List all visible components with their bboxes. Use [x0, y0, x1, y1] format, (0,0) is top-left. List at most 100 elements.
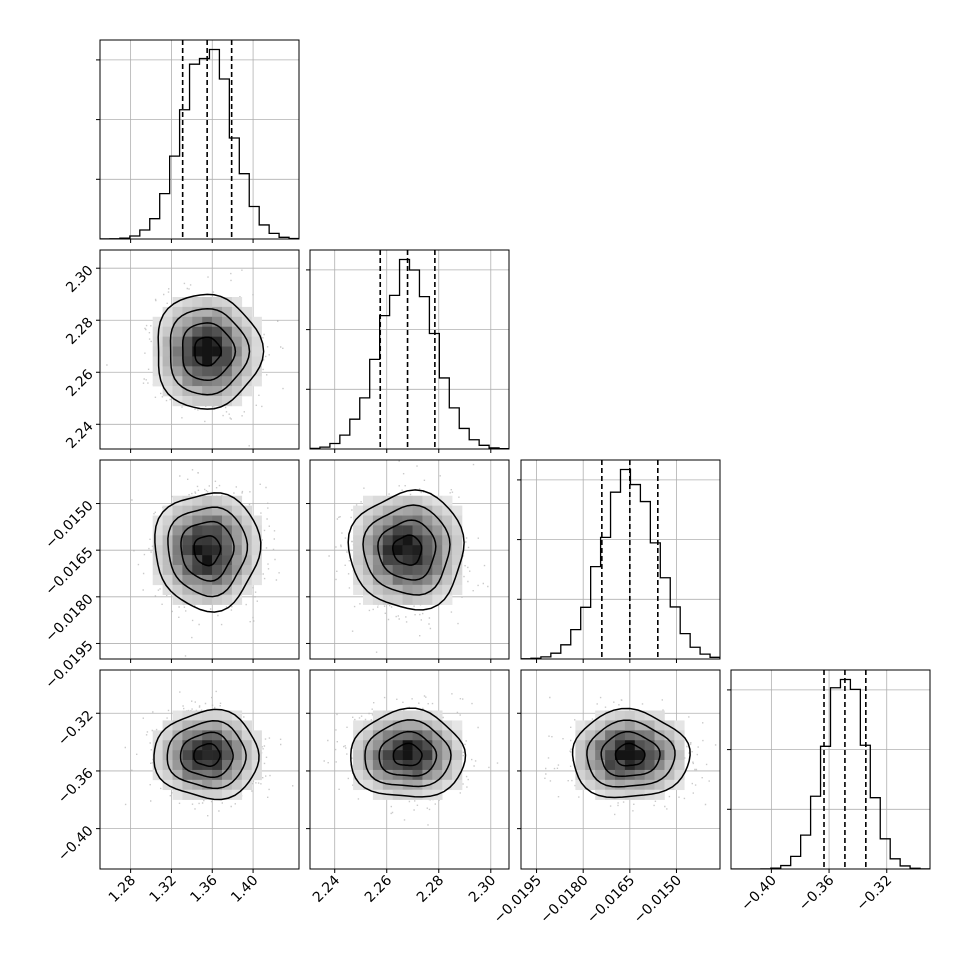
density-cell	[222, 515, 233, 526]
density-cell	[422, 584, 433, 596]
density-cell	[231, 789, 243, 800]
density-cell	[152, 346, 163, 357]
contour-line-2	[166, 720, 247, 790]
density-cell	[442, 779, 453, 791]
density-cell	[452, 740, 463, 751]
panel-3-0: −0.40 −0.36 −0.32 1.28 1.32 1.36 1.40	[55, 669, 300, 906]
density-cell	[222, 730, 233, 741]
density-cell	[231, 297, 243, 308]
contour-line-1	[377, 519, 437, 581]
density-cell	[382, 760, 393, 771]
density-cell	[362, 760, 374, 771]
density-cell	[202, 346, 213, 357]
density-cell	[402, 710, 413, 721]
density-cell	[382, 584, 393, 596]
density-cell	[452, 574, 463, 586]
density-cell	[231, 366, 243, 377]
density-cell	[442, 730, 453, 741]
density-cell	[362, 740, 374, 751]
density-cell	[372, 525, 384, 536]
panel-inner	[521, 460, 720, 659]
panel-2-2	[517, 459, 721, 663]
density-cell	[192, 574, 203, 586]
density-cell	[382, 779, 393, 791]
density-cell	[372, 779, 384, 791]
density-cell	[654, 730, 665, 741]
density-cell	[241, 555, 253, 566]
panel-3-3: −0.40 −0.36 −0.32	[727, 669, 931, 914]
density-cell	[202, 306, 213, 318]
density-cell	[422, 730, 433, 741]
density-cell	[182, 535, 193, 546]
density-cell	[182, 594, 193, 605]
density-cell	[362, 779, 374, 791]
density-cell	[634, 760, 645, 771]
density-cell	[382, 515, 393, 526]
density-cell	[192, 720, 203, 731]
density-cell	[432, 515, 443, 526]
density-cell	[432, 555, 443, 566]
density-cell	[452, 525, 463, 536]
density-cell	[202, 565, 213, 576]
density-cell	[392, 545, 403, 556]
density-cell	[624, 720, 636, 731]
density-cell	[222, 316, 233, 328]
histogram-step-3	[731, 678, 930, 869]
density-cell	[192, 386, 203, 397]
density-cell	[432, 525, 443, 536]
density-cell	[442, 760, 453, 771]
density-cell	[595, 710, 606, 721]
density-cell	[202, 769, 213, 781]
density-cell	[422, 750, 433, 761]
x-tick-label: −0.36	[796, 872, 838, 914]
density-cell	[654, 779, 665, 791]
density-cell	[432, 740, 443, 751]
density-cell	[202, 545, 213, 556]
density-cell	[241, 720, 253, 731]
density-cell	[674, 779, 685, 791]
density-cell	[412, 789, 423, 800]
density-cell	[172, 515, 183, 526]
density-cell	[664, 779, 675, 791]
density-cell	[402, 555, 413, 566]
density-cell	[251, 535, 262, 546]
density-cell	[575, 720, 586, 731]
density-cell	[152, 535, 163, 546]
histogram-step-1	[310, 258, 509, 449]
density-cell	[402, 750, 413, 761]
density-cell	[212, 730, 223, 741]
density-cell	[212, 565, 223, 576]
density-cell	[212, 326, 223, 337]
density-cell	[353, 730, 364, 741]
density-cell	[231, 306, 243, 318]
density-cell	[382, 535, 393, 546]
density-cell	[192, 366, 203, 377]
density-cell	[353, 760, 364, 771]
density-cell	[202, 555, 213, 566]
contour-line-0	[614, 742, 646, 767]
density-cell	[231, 710, 243, 721]
density-cell	[392, 740, 403, 751]
density-cell	[212, 789, 223, 800]
density-cell	[452, 730, 463, 741]
density-cell	[222, 720, 233, 731]
density-cell	[241, 316, 253, 328]
density-cell	[152, 316, 163, 328]
density-cell	[452, 535, 463, 546]
density-cell	[362, 584, 374, 596]
density-cell	[585, 750, 596, 761]
density-cell	[152, 760, 163, 771]
density-cell	[222, 710, 233, 721]
density-cell	[372, 584, 384, 596]
density-cell	[212, 710, 223, 721]
density-cell	[442, 495, 453, 506]
density-cell	[442, 769, 453, 781]
density-cell	[382, 555, 393, 566]
x-tick-label: 2.26	[362, 872, 395, 905]
density-cell	[182, 306, 193, 318]
density-cell	[152, 750, 163, 761]
density-cell	[202, 505, 213, 516]
density-cell	[192, 584, 203, 596]
density-cell	[412, 565, 423, 576]
density-cell	[162, 326, 173, 337]
